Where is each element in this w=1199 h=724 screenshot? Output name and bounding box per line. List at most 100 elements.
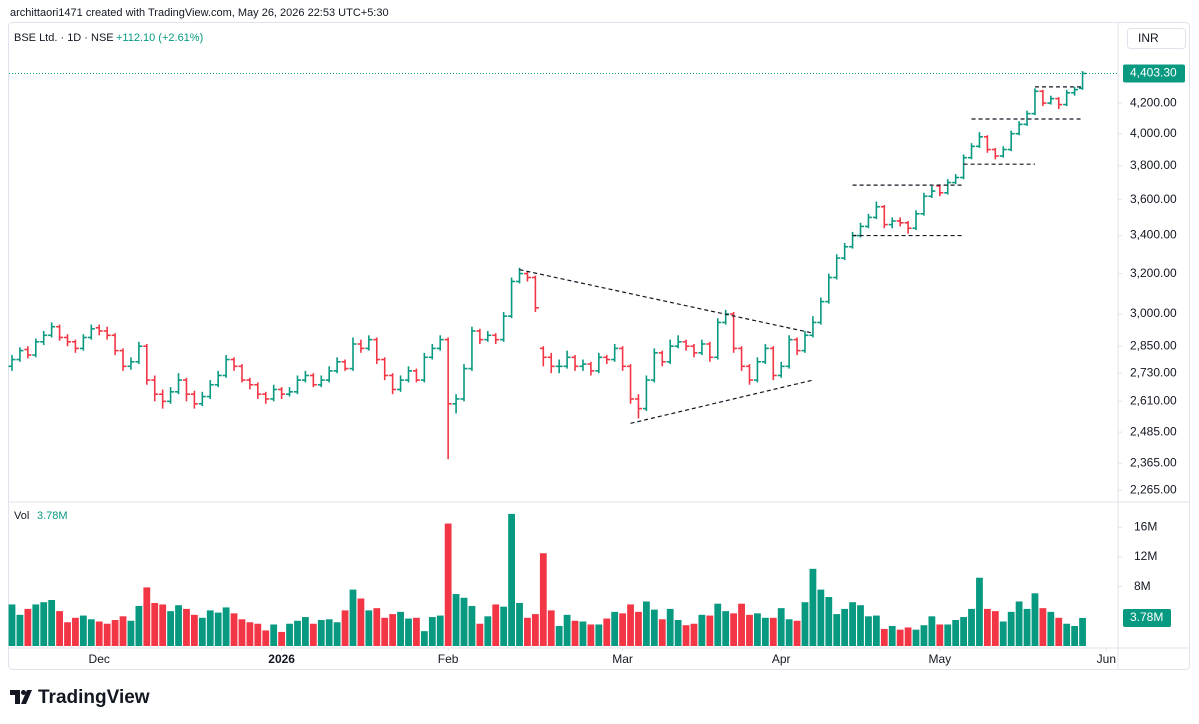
volume-bar <box>825 597 833 646</box>
ohlc-bar <box>286 387 294 397</box>
ohlc-bar <box>389 373 397 395</box>
ohlc-bar <box>682 339 690 351</box>
volume-bar <box>579 621 587 646</box>
volume-bar <box>151 602 159 646</box>
ohlc-bar <box>230 357 238 371</box>
ohlc-bar <box>975 132 983 148</box>
volume-bar <box>1063 623 1071 646</box>
volume-bar <box>492 604 500 646</box>
frame <box>8 22 1190 670</box>
y-tick-label: 3,000.00 <box>1130 306 1177 320</box>
ohlc-bar <box>968 143 976 160</box>
volume-bar <box>468 605 476 646</box>
volume-bar <box>198 617 206 646</box>
volume-bar <box>24 608 32 646</box>
volume-bar <box>286 623 293 646</box>
volume-bar <box>238 619 246 646</box>
ohlc-bar <box>397 375 405 392</box>
x-tick-label: 2026 <box>268 652 295 666</box>
volume-bar <box>103 623 111 646</box>
volume-bar <box>968 608 975 646</box>
ohlc-bar <box>627 364 635 404</box>
volume-bar <box>904 627 912 646</box>
ohlc-bar <box>650 348 658 383</box>
volume-bar <box>444 523 452 646</box>
volume-bar <box>658 619 666 646</box>
volume-bar <box>397 611 404 646</box>
volume-bar <box>72 617 79 646</box>
ohlc-bar <box>159 389 167 409</box>
volume-bar <box>294 620 301 646</box>
header: archittaori1471 created with TradingView… <box>10 7 389 19</box>
volume-bar <box>809 568 817 646</box>
ohlc-bar <box>206 380 214 399</box>
volume-bar <box>405 618 412 646</box>
ohlc-bar <box>16 347 24 362</box>
ohlc-bar <box>912 210 920 231</box>
ohlc-bar <box>841 242 849 261</box>
volume-bar <box>754 613 761 646</box>
volume-bar <box>872 615 880 646</box>
volume-bar <box>246 622 254 646</box>
ohlc-bar <box>420 352 428 383</box>
ohlc-bar <box>595 352 603 374</box>
volume-bar <box>420 631 428 646</box>
volume-bar <box>611 611 619 646</box>
y-tick-label: 2,850.00 <box>1130 338 1177 352</box>
ohlc-bar <box>920 192 928 216</box>
ohlc-bar <box>611 344 619 362</box>
volume-bar <box>206 610 214 646</box>
volume-bar <box>16 614 24 646</box>
ohlc-bar <box>547 352 555 374</box>
ohlc-bar <box>928 185 936 199</box>
ohlc-bar <box>904 220 912 234</box>
ohlc-bar <box>357 339 365 353</box>
volume-bar <box>706 615 714 646</box>
x-tick-label: Feb <box>438 652 459 666</box>
volume-bar <box>793 620 801 646</box>
volume-bar <box>476 623 484 646</box>
currency: INR <box>1138 31 1159 45</box>
ohlc-bar <box>214 370 222 388</box>
ohlc-bar <box>1023 110 1031 126</box>
volume-bar <box>135 605 143 646</box>
ohlc-bar <box>405 366 412 383</box>
ohlc-bar <box>531 275 539 312</box>
ohlc-bar <box>658 350 666 367</box>
volume-bar <box>413 617 420 646</box>
ohlc-bar <box>642 375 650 412</box>
ohlc-bar <box>127 357 135 370</box>
ohlc-bar <box>111 333 119 356</box>
ohlc-bar <box>698 339 706 356</box>
ohlc-bar <box>262 391 270 404</box>
ohlc-bar <box>952 174 960 185</box>
volume-bar <box>1015 601 1023 646</box>
y-tick-label: 3,800.00 <box>1130 158 1177 172</box>
volume-bar <box>87 619 95 646</box>
volume-bar <box>516 602 523 646</box>
ohlc-bar <box>468 326 476 371</box>
last-price-label: 4,403.30 <box>1130 66 1177 80</box>
currency-box[interactable] <box>1127 28 1186 49</box>
y-tick-label: 4,000.00 <box>1130 126 1177 140</box>
volume-bar <box>563 614 571 646</box>
volume-bar <box>230 613 238 646</box>
ohlc-bar <box>999 146 1007 158</box>
volume-bar <box>650 609 658 646</box>
ohlc-bar <box>706 341 714 362</box>
ohlc-bar <box>349 337 357 371</box>
ohlc-bar <box>492 333 500 345</box>
volume-bar <box>952 620 960 646</box>
volume-bar <box>159 604 167 646</box>
ohlc-bar <box>40 330 48 346</box>
ohlc-bar <box>880 204 888 229</box>
ohlc-bar <box>516 267 524 284</box>
x-tick-label: Jun <box>1097 652 1116 666</box>
ohlc-bar <box>936 184 944 197</box>
volume-bar <box>1031 593 1039 646</box>
volume-bar <box>547 610 555 646</box>
ohlc-bar <box>412 368 420 383</box>
ohlc-bar <box>785 335 793 369</box>
volume-bar <box>674 620 682 646</box>
volume-bar <box>801 602 809 646</box>
